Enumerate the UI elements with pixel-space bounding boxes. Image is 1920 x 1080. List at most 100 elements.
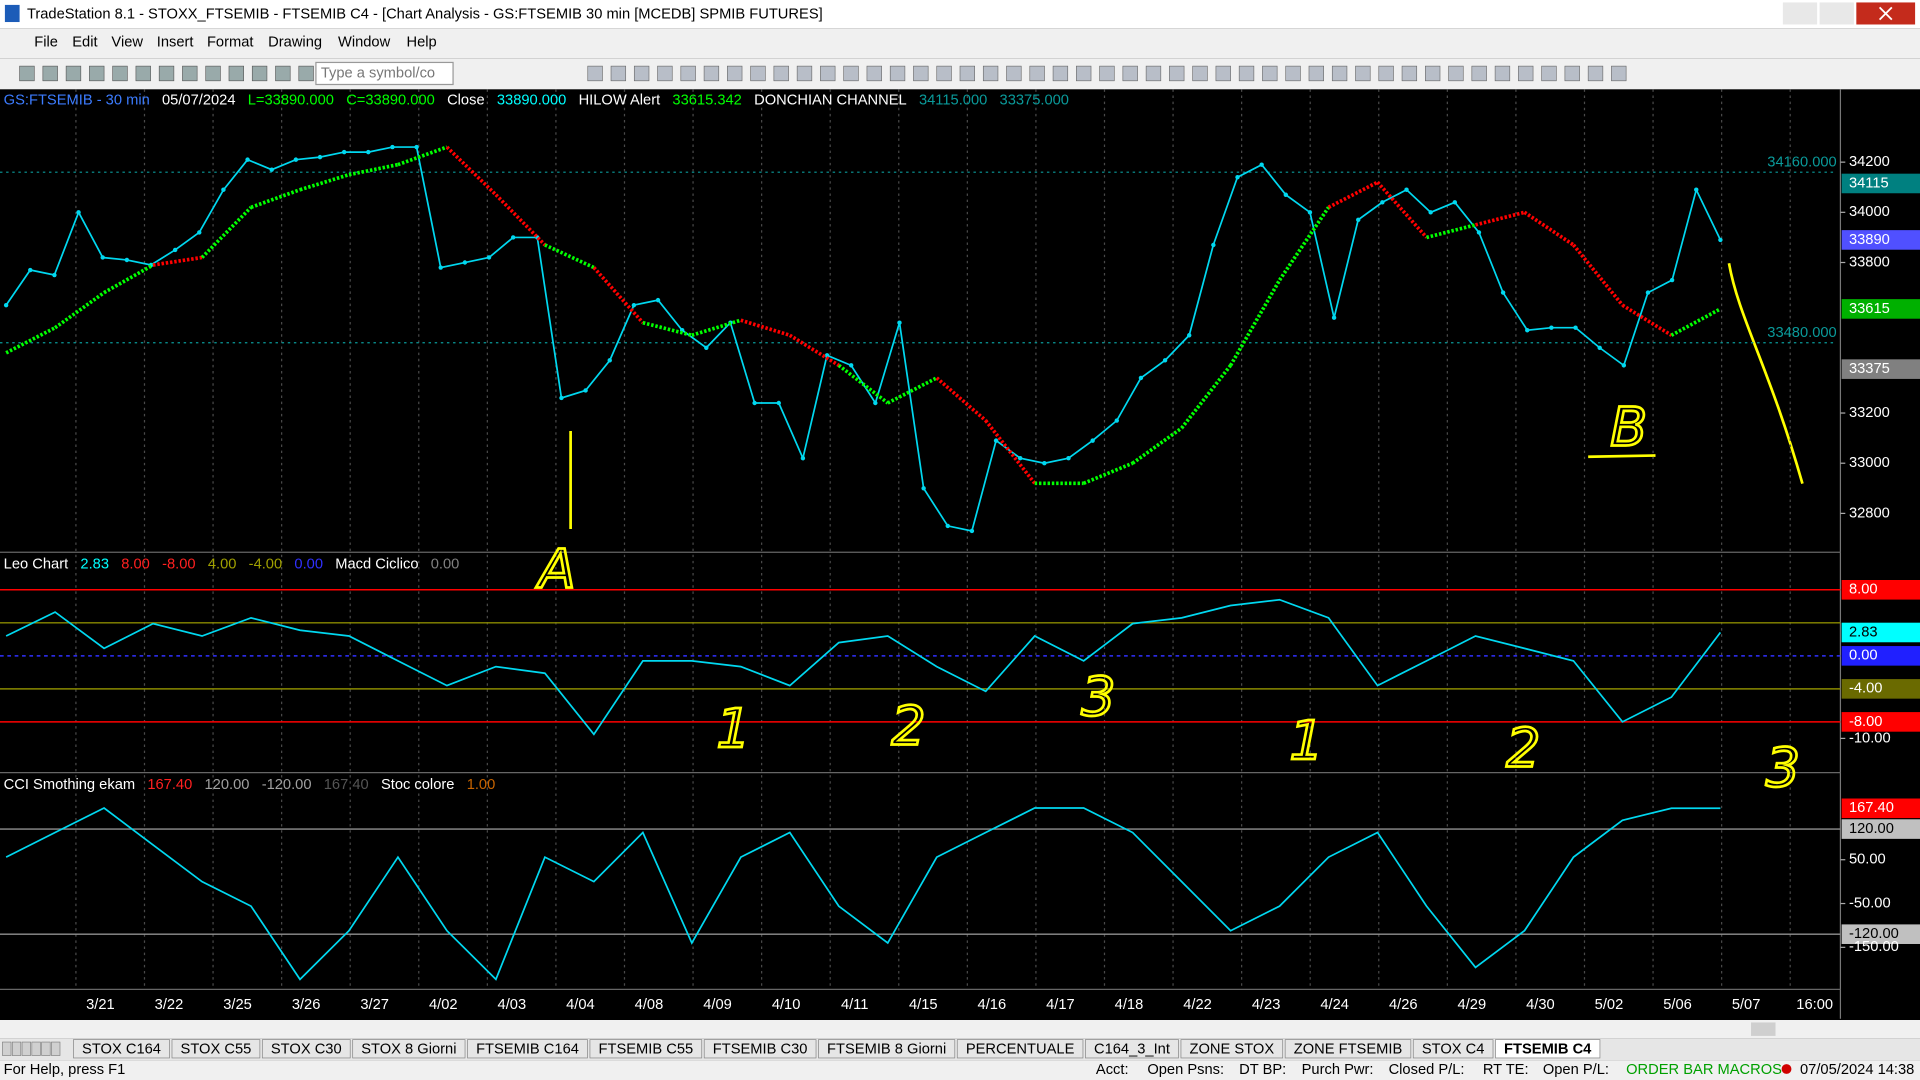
sheet-tab[interactable] (703, 1039, 817, 1059)
y-tick-label: -8.00 (1849, 714, 1882, 730)
toolbar-icon[interactable] (1076, 65, 1092, 82)
toolbar-icon[interactable] (843, 65, 859, 82)
menu-item[interactable]: Insert (157, 35, 194, 51)
toolbar-icon[interactable] (936, 65, 952, 82)
toolbar-icon[interactable] (1355, 65, 1371, 82)
toolbar-icon[interactable] (680, 65, 696, 82)
toolbar-icon[interactable] (703, 65, 720, 82)
sheet-tab[interactable] (261, 1039, 351, 1059)
toolbar-icon[interactable] (1308, 65, 1324, 82)
toolbar-icon[interactable] (773, 65, 789, 82)
toolbar-icon[interactable] (135, 65, 151, 82)
toolbar-icon[interactable] (1192, 65, 1208, 82)
sheet-tab[interactable] (589, 1039, 703, 1059)
sheet-tab[interactable] (818, 1039, 956, 1059)
menu-item[interactable]: File (34, 35, 58, 51)
toolbar-icon[interactable] (1215, 65, 1231, 82)
toolbar-icon[interactable] (89, 65, 105, 82)
toolbar-icon[interactable] (1401, 65, 1418, 82)
menu-item[interactable]: Drawing (268, 35, 322, 51)
toolbar-icon[interactable] (727, 65, 743, 82)
toolbar-icon[interactable] (251, 65, 268, 82)
tab-nav-button[interactable] (51, 1041, 61, 1056)
price-dot (1621, 363, 1627, 368)
value-box (1841, 230, 1920, 250)
tab-nav-button[interactable] (11, 1041, 22, 1056)
scrollbar[interactable] (0, 1020, 1920, 1039)
toolbar-icon[interactable] (866, 65, 882, 82)
sheet-tab[interactable] (1085, 1039, 1179, 1059)
sheet-tab[interactable] (352, 1039, 466, 1059)
tab-nav-button[interactable] (21, 1041, 31, 1056)
menu-item[interactable]: Help (407, 35, 437, 51)
toolbar-icon[interactable] (982, 65, 999, 82)
sheet-tab[interactable] (1180, 1039, 1284, 1059)
toolbar-icon[interactable] (1052, 65, 1069, 82)
price-dot (1404, 187, 1409, 192)
toolbar-icon[interactable] (1029, 65, 1045, 82)
toolbar-icon[interactable] (587, 65, 603, 82)
sheet-tab[interactable] (467, 1039, 588, 1059)
toolbar-icon[interactable] (1378, 65, 1394, 82)
maximize-button[interactable] (1819, 2, 1854, 25)
toolbar-icon[interactable] (1169, 65, 1185, 82)
sheet-tab[interactable] (1284, 1039, 1412, 1059)
toolbar-icon[interactable] (1494, 65, 1511, 82)
tab-nav-button[interactable] (31, 1041, 41, 1056)
toolbar-icon[interactable] (610, 65, 627, 82)
toolbar-icon[interactable] (1099, 65, 1115, 82)
price-dot (1331, 315, 1337, 320)
toolbar-icon[interactable] (1541, 65, 1557, 82)
toolbar-icon[interactable] (1587, 65, 1604, 82)
sheet-tab[interactable] (956, 1039, 1084, 1059)
toolbar-icon[interactable] (1611, 65, 1627, 82)
toolbar-icon[interactable] (42, 65, 58, 82)
toolbar-icon[interactable] (1145, 65, 1162, 82)
toolbar-icon[interactable] (1238, 65, 1255, 82)
toolbar-icon[interactable] (1122, 65, 1138, 82)
toolbar-icon[interactable] (1471, 65, 1487, 82)
price-dot (510, 235, 516, 240)
minimize-button[interactable] (1782, 2, 1818, 25)
toolbar-icon[interactable] (657, 65, 673, 82)
toolbar-icon[interactable] (1006, 65, 1022, 82)
tab-nav-button[interactable] (2, 1041, 12, 1056)
menu-item[interactable]: Edit (72, 35, 97, 51)
hilow-segment (494, 193, 547, 247)
toolbar-icon[interactable] (633, 65, 650, 82)
toolbar-icon[interactable] (112, 65, 128, 82)
toolbar-icon[interactable] (298, 65, 314, 82)
toolbar-icon[interactable] (158, 65, 175, 82)
toolbar-icon[interactable] (1518, 65, 1534, 82)
sheet-tab[interactable] (1412, 1039, 1494, 1059)
tab-nav-button[interactable] (41, 1041, 51, 1056)
sheet-tab[interactable] (1495, 1039, 1601, 1059)
toolbar-icon[interactable] (750, 65, 766, 82)
toolbar-icon[interactable] (913, 65, 929, 82)
panel (0, 589, 1841, 736)
toolbar-icon[interactable] (65, 65, 82, 82)
toolbar-icon[interactable] (228, 65, 244, 82)
menu-item[interactable]: View (111, 35, 143, 51)
menu-item[interactable]: Format (207, 35, 254, 51)
toolbar-icon[interactable] (1262, 65, 1278, 82)
toolbar-icon[interactable] (205, 65, 221, 82)
toolbar-icon[interactable] (1448, 65, 1464, 82)
toolbar-icon[interactable] (820, 65, 836, 82)
toolbar-icon[interactable] (889, 65, 906, 82)
toolbar-icon[interactable] (959, 65, 975, 82)
toolbar-icon[interactable] (1331, 65, 1348, 82)
sheet-tab[interactable] (73, 1039, 170, 1059)
toolbar-icon[interactable] (19, 65, 35, 82)
sheet-tab[interactable] (171, 1039, 261, 1059)
scroll-thumb[interactable] (1751, 1022, 1776, 1036)
toolbar-icon[interactable] (1564, 65, 1580, 82)
toolbar-icon[interactable] (1425, 65, 1441, 82)
panel-header: Leo Chart (4, 556, 69, 572)
toolbar-icon[interactable] (275, 65, 291, 82)
menu-item[interactable]: Window (338, 35, 391, 51)
toolbar-icon[interactable] (182, 65, 198, 82)
toolbar-icon[interactable] (1285, 65, 1301, 82)
toolbar-icon[interactable] (796, 65, 813, 82)
symbol-input[interactable] (315, 61, 454, 86)
